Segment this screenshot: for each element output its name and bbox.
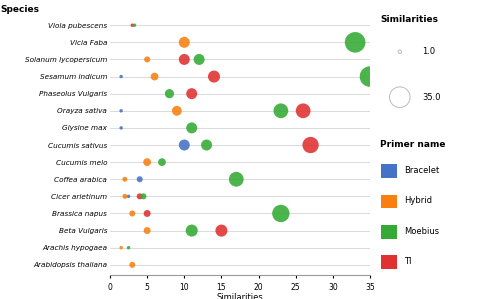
Point [140, 194, 147, 199]
Point [396, 49, 404, 54]
Point [188, 126, 196, 130]
Text: TI: TI [404, 257, 411, 266]
Point [158, 160, 166, 164]
Point [150, 74, 158, 79]
Text: 1.0: 1.0 [422, 47, 435, 56]
Point [218, 228, 226, 233]
Point [306, 143, 314, 147]
Point [277, 211, 285, 216]
X-axis label: Similarities: Similarities [216, 293, 264, 299]
Text: Hybrid: Hybrid [404, 196, 432, 205]
Bar [381, 255, 396, 269]
Point [143, 160, 151, 164]
Point [195, 57, 203, 62]
Text: Bracelet: Bracelet [404, 166, 440, 175]
Point [143, 211, 151, 216]
Point [351, 40, 359, 45]
Point [232, 177, 240, 181]
Bar [381, 195, 396, 208]
Point [136, 177, 143, 181]
Point [299, 109, 307, 113]
Point [180, 57, 188, 62]
Point [143, 228, 151, 233]
Point [173, 109, 181, 113]
Text: Primer name: Primer name [380, 140, 446, 149]
Point [136, 194, 143, 199]
Text: 35.0: 35.0 [422, 93, 440, 102]
Point [117, 109, 125, 113]
Point [121, 177, 129, 181]
Point [396, 95, 404, 100]
Point [117, 245, 125, 250]
Bar [381, 164, 396, 178]
Text: Similarities: Similarities [380, 15, 438, 25]
Bar [381, 225, 396, 239]
Point [366, 74, 374, 79]
Point [188, 228, 196, 233]
Text: Moebius: Moebius [404, 227, 440, 236]
Point [121, 194, 129, 199]
Point [128, 23, 136, 28]
Point [117, 126, 125, 130]
Point [130, 23, 138, 28]
Point [188, 91, 196, 96]
Point [128, 263, 136, 267]
Point [180, 143, 188, 147]
Point [277, 109, 285, 113]
Point [124, 194, 132, 199]
Point [166, 91, 173, 96]
Point [210, 74, 218, 79]
Text: Species: Species [1, 5, 40, 14]
Point [124, 245, 132, 250]
Point [128, 211, 136, 216]
Point [180, 40, 188, 45]
Point [202, 143, 210, 147]
Point [143, 57, 151, 62]
Point [117, 74, 125, 79]
